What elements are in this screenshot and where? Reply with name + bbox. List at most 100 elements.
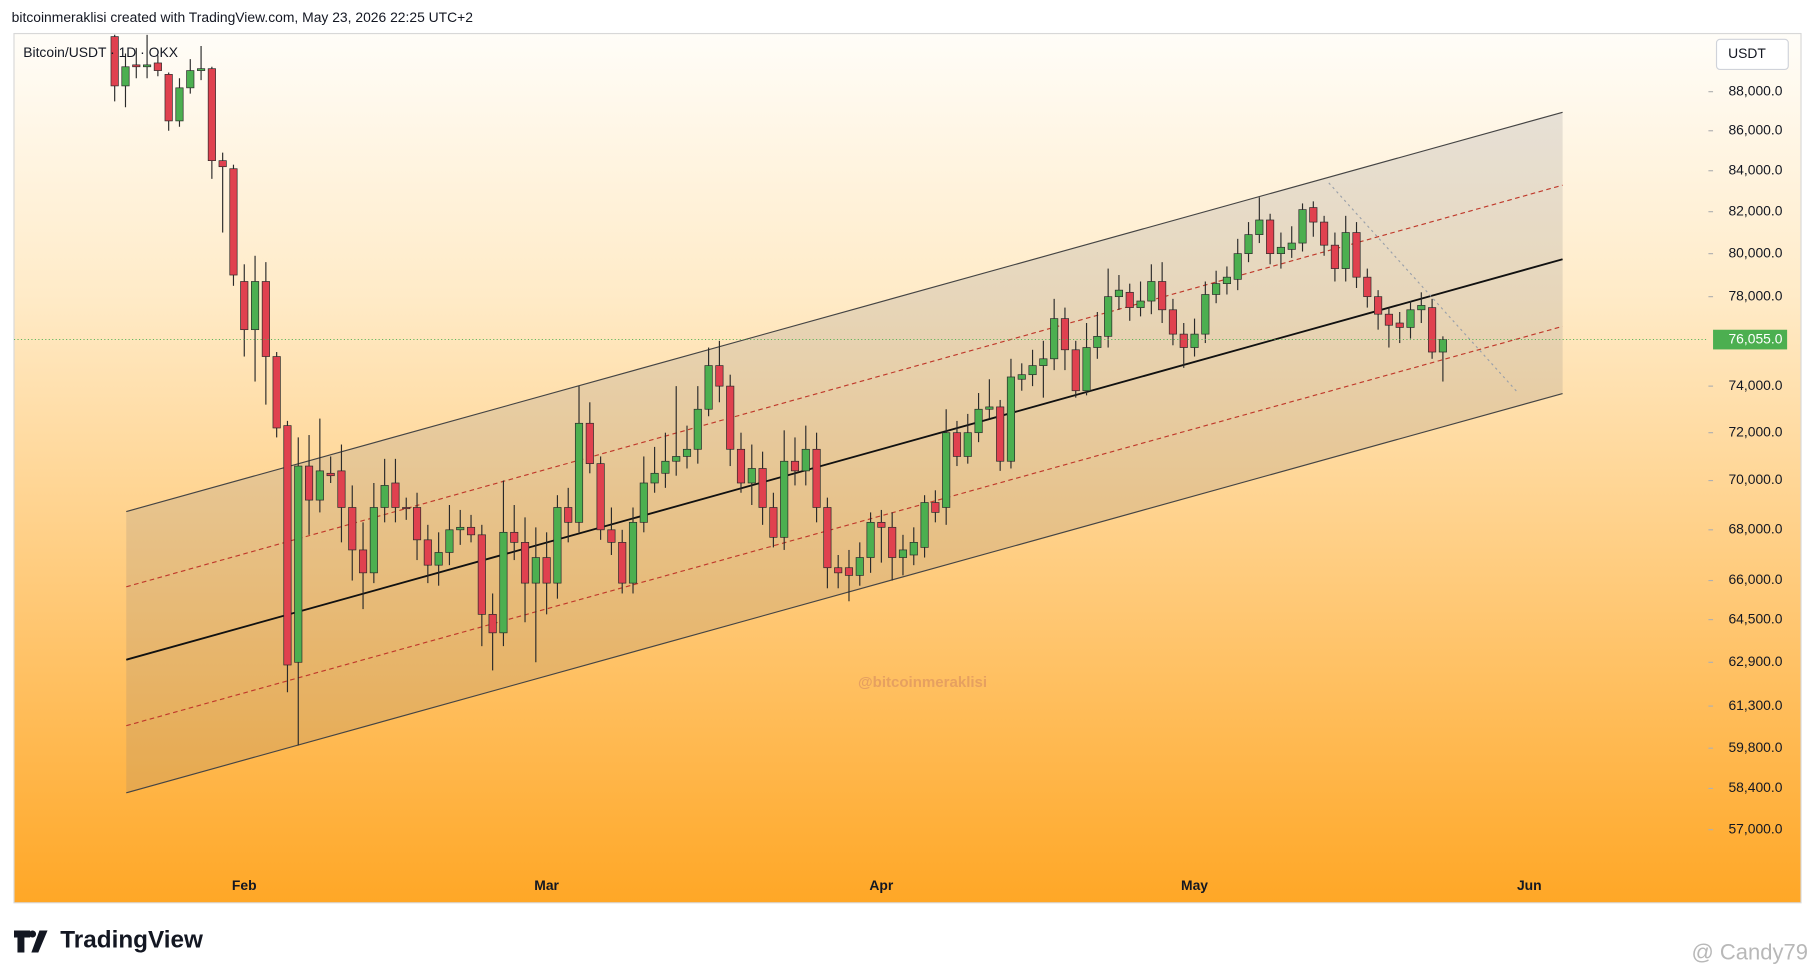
candle-body [305,465,314,501]
last-price-tag [1713,329,1788,350]
unit-box[interactable] [1715,38,1789,71]
candle-body [1060,318,1070,351]
candle-body [143,64,152,68]
candle-body [1222,276,1231,284]
candle-body [294,465,303,663]
candle-body [1190,333,1199,348]
candle-body [402,507,411,510]
y-tick-label: 80,000.0 [1728,244,1782,260]
x-tick-label: Feb [232,877,257,893]
candle-body [693,408,702,450]
candle-body [747,468,756,484]
candle-body [1352,232,1361,278]
candle-body [1082,347,1091,392]
candle-body [1136,300,1145,308]
candle-body [1114,289,1123,298]
candle-body [1255,219,1264,235]
brand-logo: TradingView [13,926,203,953]
candle-body [477,534,486,615]
candle-body [315,470,324,501]
candle-body [423,539,432,566]
candle-body [1050,318,1059,360]
candle-body [952,432,962,457]
credit: @ Candy79 [1692,940,1808,965]
header-text: bitcoinmeraklisi created with TradingVie… [12,9,474,25]
candle-body [553,507,562,584]
candle-body [1093,335,1102,348]
candle-body [672,456,681,462]
candle-body [510,531,519,543]
candle-body [726,385,735,450]
y-tick-label: 68,000.0 [1728,520,1782,536]
candle-body [1406,309,1415,328]
candle-body [812,448,821,508]
candle-body [164,74,173,122]
candle-body [358,549,368,574]
candle-body [1179,333,1188,348]
candle-body [877,521,886,528]
candle-body [1276,246,1285,254]
candle-body [920,502,929,548]
candle-body [488,614,497,634]
y-tick-label: 64,500.0 [1728,610,1782,626]
channel-dashed [126,325,1563,727]
candle-body [1017,374,1026,380]
candle-body [769,507,778,538]
candle-body [466,526,476,536]
candle-body [412,507,422,541]
candle-body [391,482,400,508]
candle-body [207,68,216,162]
candle-body [650,472,659,484]
watermark: @bitcoinmeraklisi [858,674,987,691]
candle-body [1168,309,1177,335]
candle-body [1233,253,1242,280]
candle-body [1147,281,1156,302]
candle-body [844,567,854,576]
candle-body [1428,307,1437,353]
candle-body [153,62,162,71]
candle-body [574,422,584,523]
candle-body [974,408,983,434]
y-tick-label: 59,800.0 [1728,739,1782,755]
candle-body [445,529,454,553]
last-price-label: 76,055.0 [1728,330,1782,346]
candle-body [218,160,227,168]
candle-body [888,526,897,558]
candle-body [175,87,184,122]
candle-body [1330,244,1339,269]
candle-body [1374,296,1383,315]
candle-body [326,472,335,477]
candle-body [780,460,789,538]
y-tick-label: 61,300.0 [1728,697,1782,713]
y-tick-label: 86,000.0 [1728,121,1782,137]
candle-body [931,502,940,513]
brand-name: TradingView [60,926,203,953]
candle-body [1006,376,1016,462]
candle-body [855,557,864,576]
candle-body [1125,291,1134,308]
candle-body [1309,207,1318,223]
candle-body [1028,365,1037,376]
candle-body [963,432,972,457]
candle-body [283,425,292,666]
candle-body [1341,232,1350,269]
y-tick-label: 62,900.0 [1728,653,1782,669]
candle-body [110,36,119,87]
y-tick-label: 78,000.0 [1728,287,1782,303]
candle-body [790,460,800,472]
candle-body [1384,313,1393,326]
candle-body [272,356,281,429]
channel-dashed [126,184,1563,588]
candle-body [1320,221,1329,246]
candle-body [1039,358,1048,366]
candle-body [758,468,767,508]
channel-fill [126,112,1563,793]
candle-body [801,448,810,472]
x-tick-label: Mar [534,877,559,893]
candle-body [542,557,551,584]
candle-body [682,448,692,457]
y-tick-label: 57,000.0 [1728,820,1782,836]
candle-body [607,529,616,543]
candle-body [251,281,260,331]
